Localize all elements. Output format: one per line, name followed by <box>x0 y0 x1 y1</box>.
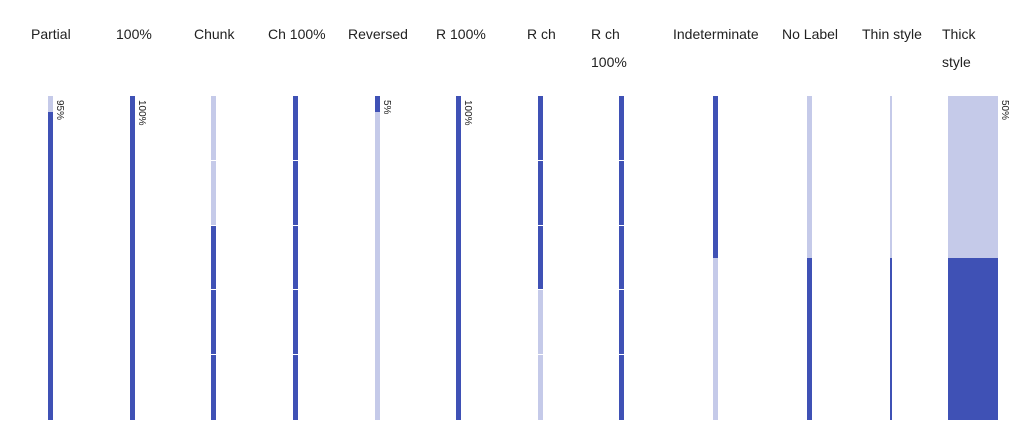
progress-chunk-filled <box>293 96 298 160</box>
label-reversed: Reversed <box>348 26 408 42</box>
progress-chunk-filled <box>619 355 624 420</box>
progressbar-reversed-chunk-full <box>619 96 624 420</box>
progress-fill <box>48 112 53 420</box>
progress-fill <box>948 258 998 420</box>
label-reversed-chunk: R ch <box>527 26 556 42</box>
progressbar-indeterminate <box>713 96 718 420</box>
progress-fill <box>713 96 718 258</box>
progress-chunk-filled <box>293 161 298 225</box>
progress-chunk-filled <box>538 161 543 225</box>
progressbar-reversed <box>375 96 380 420</box>
progress-remaining <box>375 112 380 420</box>
progress-remaining <box>48 96 53 112</box>
progress-chunk-filled <box>293 226 298 289</box>
progressbar-full <box>130 96 135 420</box>
value-label-reversed-full: 100% <box>462 100 473 126</box>
label-chunk-full: Ch 100% <box>268 26 326 42</box>
progress-chunk-filled <box>538 96 543 160</box>
progress-chunk-empty <box>211 96 216 160</box>
progress-fill <box>456 96 461 420</box>
label-thick: Thick style <box>942 26 976 70</box>
value-label-thick: 50% <box>999 100 1010 121</box>
progress-chunk-filled <box>211 226 216 289</box>
progress-remaining <box>713 258 718 420</box>
progress-remaining <box>890 96 892 258</box>
label-full: 100% <box>116 26 152 42</box>
label-reversed-full: R 100% <box>436 26 486 42</box>
progress-chunk-filled <box>211 290 216 354</box>
progress-chunk-empty <box>538 355 543 420</box>
label-thin: Thin style <box>862 26 922 42</box>
progressbar-reversed-chunk <box>538 96 543 420</box>
progress-chunk-filled <box>619 290 624 354</box>
progressbar-thick <box>948 96 998 420</box>
progress-chunk-filled <box>619 161 624 225</box>
progress-chunk-filled <box>538 226 543 289</box>
progressbar-chunk <box>211 96 216 420</box>
label-chunk: Chunk <box>194 26 235 42</box>
progress-chunk-filled <box>293 290 298 354</box>
value-label-partial: 95% <box>54 100 65 121</box>
progress-fill <box>375 96 380 112</box>
progressbar-no-label <box>807 96 812 420</box>
progress-remaining <box>948 96 998 258</box>
label-no-label: No Label <box>782 26 839 42</box>
progress-chunk-filled <box>211 355 216 420</box>
progress-chunk-filled <box>619 226 624 289</box>
progress-chunk-empty <box>538 290 543 354</box>
progressbar-thin <box>890 96 892 420</box>
progress-fill <box>807 258 812 420</box>
progressbar-chunk-full <box>293 96 298 420</box>
value-label-reversed: 5% <box>381 100 392 115</box>
label-partial: Partial <box>31 26 71 42</box>
progressbar-partial <box>48 96 53 420</box>
progress-remaining <box>807 96 812 258</box>
progress-fill <box>890 258 892 420</box>
label-indeterminate: Indeterminate <box>673 26 759 42</box>
value-label-full: 100% <box>136 100 147 126</box>
progress-chunk-empty <box>211 161 216 225</box>
progress-chunk-filled <box>293 355 298 420</box>
progress-chunk-filled <box>619 96 624 160</box>
progress-fill <box>130 96 135 420</box>
label-reversed-chunk-full: R ch 100% <box>591 26 627 70</box>
progressbar-reversed-full <box>456 96 461 420</box>
